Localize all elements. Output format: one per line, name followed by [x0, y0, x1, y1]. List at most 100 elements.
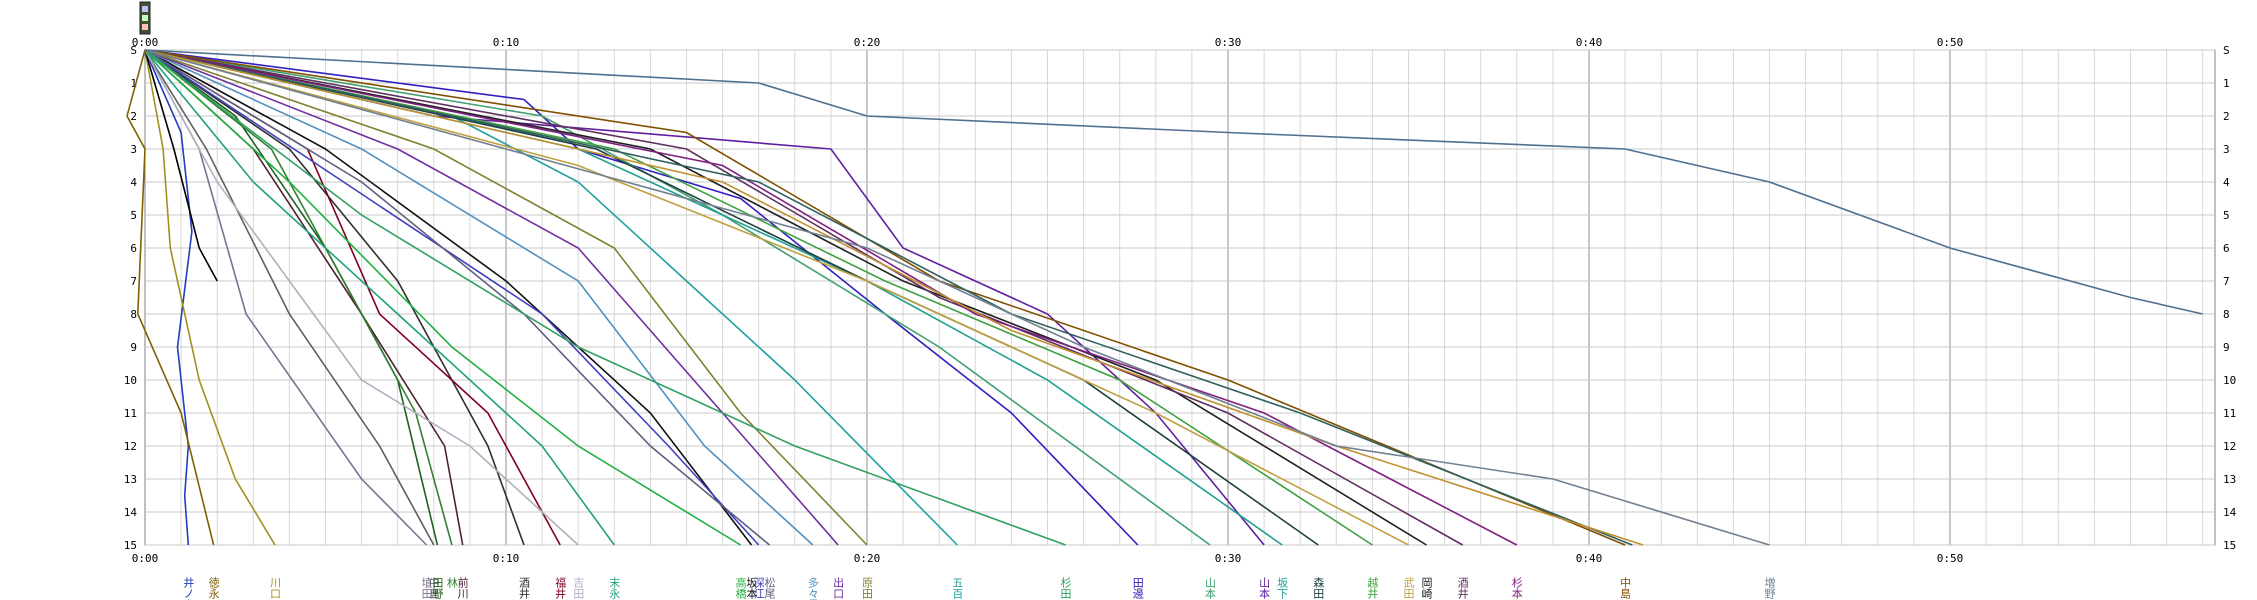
series-name-label: 松尾	[763, 576, 776, 599]
series-name-label: 徳永	[207, 577, 220, 599]
series-name-label: 杉田	[1059, 576, 1072, 599]
series-line	[144, 49, 276, 546]
x-tick-label-bottom: 0:20	[854, 552, 881, 565]
x-tick-label-bottom: 0:10	[493, 552, 520, 565]
series-line	[144, 49, 615, 546]
series-lines	[126, 49, 2203, 546]
series-name-label: 田野	[431, 577, 444, 599]
station-label-left: 2	[130, 110, 137, 123]
series-line	[144, 49, 1373, 546]
series-name-label: 川口	[268, 577, 281, 599]
series-line	[144, 49, 1644, 546]
series-name-label: 福井	[554, 576, 567, 600]
series-line	[144, 49, 193, 546]
station-label-right: 7	[2223, 275, 2230, 288]
series-line	[144, 49, 1427, 546]
station-label-right: 15	[2223, 539, 2236, 552]
station-label-left: 4	[130, 176, 137, 189]
series-line	[144, 49, 1139, 546]
series-name-label: 多々見	[806, 576, 819, 600]
series-name-label: 井ノ上	[182, 576, 195, 600]
series-name-label: 中島	[1619, 577, 1632, 600]
series-line	[144, 49, 760, 546]
series-line	[144, 49, 453, 546]
station-label-right: 14	[2223, 506, 2237, 519]
station-label-right: 11	[2223, 407, 2236, 420]
station-label-right: 5	[2223, 209, 2230, 222]
station-label-left: S	[130, 44, 137, 57]
series-line	[144, 49, 1409, 546]
series-name-label: 森田	[1312, 576, 1325, 599]
legend-marker	[139, 1, 151, 35]
series-name-label: 山本	[1258, 577, 1271, 600]
series-line	[144, 49, 435, 546]
station-label-right: 2	[2223, 110, 2230, 123]
series-name-label: 中島	[427, 577, 440, 600]
station-label-right: 3	[2223, 143, 2230, 156]
station-label-left: 5	[130, 209, 137, 222]
series-name-label: 田邊	[1131, 577, 1144, 599]
series-line	[144, 49, 1770, 546]
station-label-left: 14	[124, 506, 138, 519]
series-line	[144, 49, 814, 546]
x-tick-label-top: 0:20	[854, 36, 881, 49]
station-label-left: 7	[130, 275, 137, 288]
series-name-label: 前川	[456, 576, 469, 599]
series-name-label: 岡崎	[1420, 577, 1433, 599]
station-label-left: 13	[124, 473, 137, 486]
series-name-label: 埴田	[420, 576, 433, 599]
plot-frame	[144, 49, 2216, 546]
series-name-label: 末永	[608, 576, 621, 599]
series-name-label: 吉田	[572, 577, 585, 599]
station-label-left: 6	[130, 242, 137, 255]
station-label-right: 4	[2223, 176, 2230, 189]
station-label-left: 11	[124, 407, 137, 420]
station-label-left: 9	[130, 341, 137, 354]
station-label-right: 8	[2223, 308, 2230, 321]
x-tick-label-bottom: 0:40	[1576, 552, 1603, 565]
x-tick-label-bottom: 0:50	[1937, 552, 1964, 565]
series-name-label: 出口	[832, 576, 845, 599]
x-tick-label-top: 0:00	[132, 36, 159, 49]
station-label-right: 6	[2223, 242, 2230, 255]
series-line	[144, 49, 742, 546]
series-name-label: 深江	[752, 577, 765, 599]
series-name-label: 杉本	[1510, 576, 1523, 600]
station-label-right: 10	[2223, 374, 2236, 387]
series-name-label: 増野	[1763, 577, 1776, 599]
series-name-label: 酒井	[518, 577, 531, 600]
series-line	[144, 49, 218, 282]
series-labels: 井ノ上 徳永 川口 埴田中島田野 前川林 酒井 福井 吉田 末永 高橋坂本深江松尾 多々見 出口 原田五…	[139, 1, 1776, 600]
series-name-label: 原田	[861, 577, 874, 599]
series-line	[144, 49, 579, 546]
grid	[144, 49, 2216, 546]
series-name-label: 坂下	[1276, 577, 1289, 600]
series-line	[144, 49, 839, 546]
x-tick-label-bottom: 0:00	[132, 552, 159, 565]
series-line	[144, 49, 525, 546]
series-name-label: 五百田	[951, 577, 964, 600]
station-label-left: 1	[130, 77, 137, 90]
series-line	[144, 49, 1518, 546]
station-label-left: 8	[130, 308, 137, 321]
series-name-label: 山本	[1203, 577, 1216, 600]
x-tick-label-top: 0:40	[1576, 36, 1603, 49]
station-label-left: 3	[130, 143, 137, 156]
series-name-label: 林	[445, 576, 458, 588]
x-tick-label-top: 0:50	[1937, 36, 1964, 49]
series-line	[144, 49, 753, 546]
series-line	[144, 49, 1066, 546]
station-label-left: 12	[124, 440, 137, 453]
series-name-label: 高橋	[734, 576, 747, 600]
station-label-left: 10	[124, 374, 137, 387]
station-label-right: 12	[2223, 440, 2236, 453]
station-label-right: S	[2223, 44, 2230, 57]
series-name-label: 武田	[1402, 577, 1415, 599]
station-label-right: 1	[2223, 77, 2230, 90]
series-line	[144, 49, 2203, 315]
series-name-label: 越井	[1366, 576, 1379, 600]
station-label-left: 15	[124, 539, 137, 552]
series-line	[144, 49, 1283, 546]
series-line	[144, 49, 868, 546]
